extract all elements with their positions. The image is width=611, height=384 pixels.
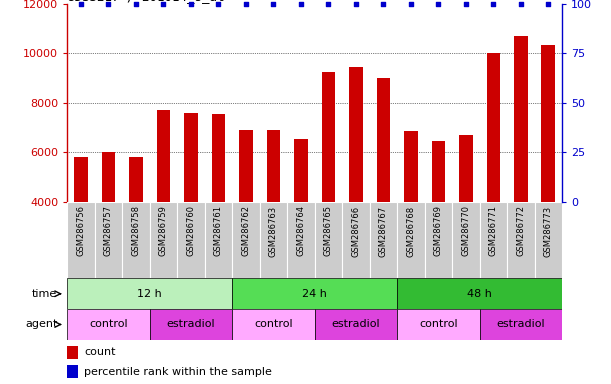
Bar xyxy=(397,278,562,309)
Text: estradiol: estradiol xyxy=(332,319,380,329)
Bar xyxy=(232,202,260,278)
Text: GSM286763: GSM286763 xyxy=(269,205,278,257)
Text: control: control xyxy=(254,319,293,329)
Point xyxy=(461,1,471,7)
Text: GSM286772: GSM286772 xyxy=(516,205,525,257)
Point xyxy=(324,1,334,7)
Point xyxy=(241,1,251,7)
Text: GSM286764: GSM286764 xyxy=(296,205,306,257)
Bar xyxy=(232,278,397,309)
Text: GSM286768: GSM286768 xyxy=(406,205,415,257)
Bar xyxy=(67,309,150,340)
Bar xyxy=(431,141,445,202)
Text: estradiol: estradiol xyxy=(497,319,545,329)
Text: control: control xyxy=(419,319,458,329)
Bar xyxy=(315,309,397,340)
Text: GSM286769: GSM286769 xyxy=(434,205,443,257)
Bar xyxy=(480,309,562,340)
Text: 12 h: 12 h xyxy=(137,289,162,299)
Text: control: control xyxy=(89,319,128,329)
Text: GSM286765: GSM286765 xyxy=(324,205,333,257)
Bar xyxy=(370,202,397,278)
Point xyxy=(131,1,141,7)
Text: GSM286771: GSM286771 xyxy=(489,205,498,257)
Text: GSM286756: GSM286756 xyxy=(76,205,86,257)
Text: count: count xyxy=(84,347,116,358)
Point xyxy=(76,1,86,7)
Text: GSM286757: GSM286757 xyxy=(104,205,113,257)
Point xyxy=(406,1,415,7)
Bar xyxy=(67,346,78,359)
Text: 24 h: 24 h xyxy=(302,289,327,299)
Bar xyxy=(507,202,535,278)
Point xyxy=(434,1,444,7)
Text: GDS3217 / 201014_s_at: GDS3217 / 201014_s_at xyxy=(67,0,225,3)
Bar xyxy=(156,110,170,202)
Bar xyxy=(101,152,115,202)
Bar xyxy=(95,202,122,278)
Text: GSM286767: GSM286767 xyxy=(379,205,388,257)
Bar xyxy=(205,202,232,278)
Bar xyxy=(425,202,452,278)
Text: GSM286770: GSM286770 xyxy=(461,205,470,257)
Text: estradiol: estradiol xyxy=(167,319,215,329)
Text: 48 h: 48 h xyxy=(467,289,492,299)
Text: time: time xyxy=(32,289,57,299)
Text: GSM286759: GSM286759 xyxy=(159,205,168,256)
Text: percentile rank within the sample: percentile rank within the sample xyxy=(84,366,272,377)
Point xyxy=(159,1,169,7)
Point xyxy=(296,1,306,7)
Bar xyxy=(129,157,143,202)
Bar xyxy=(321,72,335,202)
Point xyxy=(214,1,224,7)
Bar xyxy=(535,202,562,278)
Text: GSM286758: GSM286758 xyxy=(131,205,141,257)
Bar xyxy=(376,78,390,202)
Text: GSM286762: GSM286762 xyxy=(241,205,251,257)
Bar xyxy=(486,53,500,202)
Point xyxy=(516,1,526,7)
Bar xyxy=(239,130,253,202)
Text: agent: agent xyxy=(25,319,57,329)
Bar xyxy=(397,309,480,340)
Bar xyxy=(294,139,308,202)
Bar xyxy=(67,202,95,278)
Point xyxy=(104,1,114,7)
Point xyxy=(269,1,279,7)
Bar xyxy=(315,202,342,278)
Bar xyxy=(67,365,78,378)
Bar xyxy=(122,202,150,278)
Bar xyxy=(67,278,232,309)
Bar xyxy=(342,202,370,278)
Bar xyxy=(266,130,280,202)
Bar xyxy=(459,135,473,202)
Bar xyxy=(514,36,528,202)
Bar xyxy=(480,202,507,278)
Bar xyxy=(184,113,198,202)
Bar xyxy=(541,45,555,202)
Bar xyxy=(232,309,315,340)
Point xyxy=(351,1,360,7)
Bar xyxy=(211,114,225,202)
Bar xyxy=(150,309,232,340)
Text: GSM286760: GSM286760 xyxy=(186,205,196,257)
Point xyxy=(489,1,499,7)
Bar xyxy=(260,202,287,278)
Bar xyxy=(150,202,177,278)
Bar xyxy=(287,202,315,278)
Bar xyxy=(349,67,363,202)
Text: GSM286773: GSM286773 xyxy=(544,205,553,257)
Point xyxy=(378,1,389,7)
Bar xyxy=(74,157,88,202)
Bar xyxy=(452,202,480,278)
Bar xyxy=(404,131,418,202)
Bar xyxy=(397,202,425,278)
Point xyxy=(186,1,196,7)
Text: GSM286761: GSM286761 xyxy=(214,205,223,257)
Point xyxy=(544,1,554,7)
Text: GSM286766: GSM286766 xyxy=(351,205,360,257)
Bar xyxy=(177,202,205,278)
